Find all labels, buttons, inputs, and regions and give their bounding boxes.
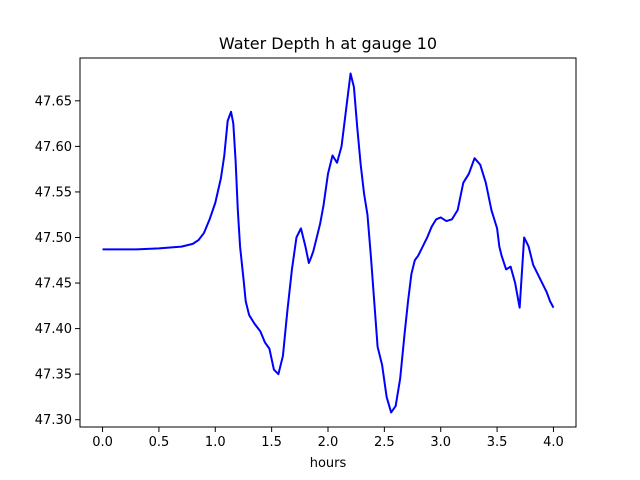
x-axis-label: hours — [310, 456, 347, 471]
x-tick-label-1: 0.5 — [149, 435, 170, 450]
y-tick-label-7: 47.65 — [35, 94, 72, 109]
x-tick-label-5: 2.5 — [374, 435, 395, 450]
x-tick-label-8: 4.0 — [543, 435, 564, 450]
x-tick-label-0: 0.0 — [92, 435, 113, 450]
x-tick-label-7: 3.5 — [487, 435, 508, 450]
y-tick-label-6: 47.60 — [35, 140, 72, 155]
y-tick-label-3: 47.45 — [35, 277, 72, 292]
y-tick-label-1: 47.35 — [35, 368, 72, 383]
x-tick-label-3: 1.5 — [261, 435, 282, 450]
y-tick-label-4: 47.50 — [35, 231, 72, 246]
x-tick-label-6: 3.0 — [430, 435, 451, 450]
series-line-0 — [102, 72, 555, 414]
chart-title: Water Depth h at gauge 10 — [219, 34, 437, 53]
x-tick-label-4: 2.0 — [318, 435, 339, 450]
x-tick-label-2: 1.0 — [205, 435, 226, 450]
plot-area: 0.0 0.5 1.0 1.5 2.0 2.5 3.0 3.5 4.0 47.30 47.35 47.… — [35, 57, 577, 450]
y-tick-label-2: 47.40 — [35, 322, 72, 337]
y-tick-label-0: 47.30 — [35, 413, 72, 428]
y-tick-label-5: 47.55 — [35, 185, 72, 200]
